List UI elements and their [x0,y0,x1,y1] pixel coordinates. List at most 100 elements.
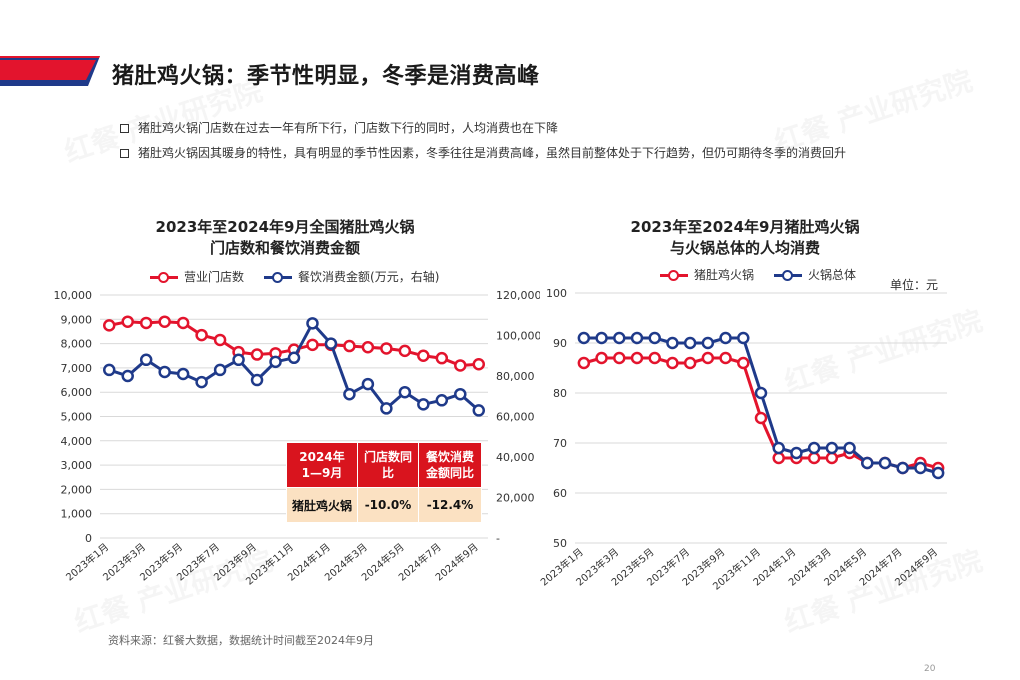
bullet-item: 猪肚鸡火锅因其暖身的特性，具有明显的季节性因素，冬季往往是消费高峰，虽然目前整体… [118,145,918,161]
data-point [701,336,715,350]
y-tick-label: 6,000 [61,386,93,399]
y-right-tick-label: 40,000 [496,451,535,464]
data-point [843,441,856,455]
stats-row-store: -10.0% [357,487,419,523]
y-tick-label: 5,000 [61,411,93,424]
data-point [454,359,467,372]
data-point [683,336,697,350]
data-point [825,441,839,455]
legend-label: 火锅总体 [808,268,857,282]
data-point [380,342,393,355]
stats-header-period: 2024年 1—9月 [286,442,358,488]
chart2-title-line2: 与火锅总体的人均消费 [669,239,820,257]
y-tick-label: 8,000 [61,338,93,351]
data-point [380,402,393,415]
y-tick-label: 7,000 [61,362,93,375]
data-point [417,398,430,411]
data-point [398,385,412,399]
data-point [754,386,768,400]
y-right-tick-label: 120,000 [496,289,540,302]
y-tick-label: 2,000 [61,483,93,496]
data-point [158,365,171,379]
data-point [472,358,486,371]
data-point [878,456,892,470]
data-point [790,446,803,460]
chart2-plot: 50607080901002023年1月2023年3月2023年5月2023年7… [538,287,947,593]
data-point [213,363,227,377]
bullet-list: 猪肚鸡火锅门店数在过去一年有所下行，门店数下行的同时，人均消费也在下降 猪肚鸡火… [118,120,918,170]
data-point [343,387,356,401]
data-point [666,356,679,370]
data-point [737,356,750,370]
bullet-item: 猪肚鸡火锅门店数在过去一年有所下行，门店数下行的同时，人均消费也在下降 [118,120,918,136]
data-point [648,331,661,345]
y-tick-label: 1,000 [61,508,93,521]
y-right-tick-label: 60,000 [496,411,535,424]
data-point [577,331,591,345]
data-point [102,319,116,332]
y-tick-label: 3,000 [61,459,93,472]
data-point [195,375,208,389]
data-point [719,331,732,345]
data-point [737,331,750,345]
data-point [807,451,821,465]
data-point [896,461,909,475]
data-point [213,333,227,347]
y-right-tick-label: 80,000 [496,370,535,383]
legend-swatch-red [150,271,178,283]
data-point [269,355,282,369]
y-right-tick-label: 20,000 [496,492,535,505]
stats-header-amount: 餐饮消费 金额同比 [418,442,482,488]
data-point [931,466,945,480]
data-point [914,461,927,475]
data-point [719,351,732,365]
y-right-tick-label: - [496,532,500,545]
data-point [613,351,626,365]
data-point [595,351,608,365]
y-tick-label: 60 [553,487,567,500]
data-point [772,441,785,455]
data-point [176,367,190,381]
data-point [176,316,190,330]
stats-header-store: 门店数同比 [357,442,419,488]
data-point [701,351,715,365]
legend-swatch-red [660,269,688,281]
data-point [595,331,608,345]
chart2-title-line1: 2023年至2024年9月猪肚鸡火锅 [630,218,860,236]
page-number: 20 [924,664,936,674]
data-point [630,351,644,365]
data-point [121,369,134,383]
data-point [324,337,338,350]
data-point [630,331,644,345]
y-right-tick-label: 100,000 [496,330,540,343]
legend-label: 猪肚鸡火锅 [694,268,755,282]
chart1-legend: 营业门店数 餐饮消费金额(万元，右轴) [150,268,453,285]
data-point [232,353,245,367]
y-tick-label: 100 [546,287,567,300]
stats-row-name: 猪肚鸡火锅 [286,487,358,523]
y-tick-label: 10,000 [54,289,93,302]
data-point [861,456,874,470]
chart1-title-line2: 门店数和餐饮消费金额 [209,239,360,257]
data-point [613,331,626,345]
y-tick-label: 9,000 [61,313,93,326]
data-point [807,441,821,455]
chart1-title-line1: 2023年至2024年9月全国猪肚鸡火锅 [155,218,415,236]
data-point [121,315,134,328]
data-point [361,340,375,354]
data-point [158,315,171,328]
legend-swatch-blue [264,271,293,283]
source-note: 资料来源：红餐大数据，数据统计时间截至2024年9月 [108,634,374,647]
data-point [398,344,412,358]
data-point [754,411,768,425]
y-tick-label: 50 [553,537,567,550]
legend-swatch-blue [774,269,803,281]
data-point [287,351,301,365]
data-point [361,377,375,391]
data-point [454,387,467,401]
chart2-unit-label: 单位：元 [890,278,939,292]
legend-label: 营业门店数 [184,270,245,284]
header-accent-bar [0,56,100,86]
data-point [435,351,449,365]
y-tick-label: 0 [85,532,92,545]
